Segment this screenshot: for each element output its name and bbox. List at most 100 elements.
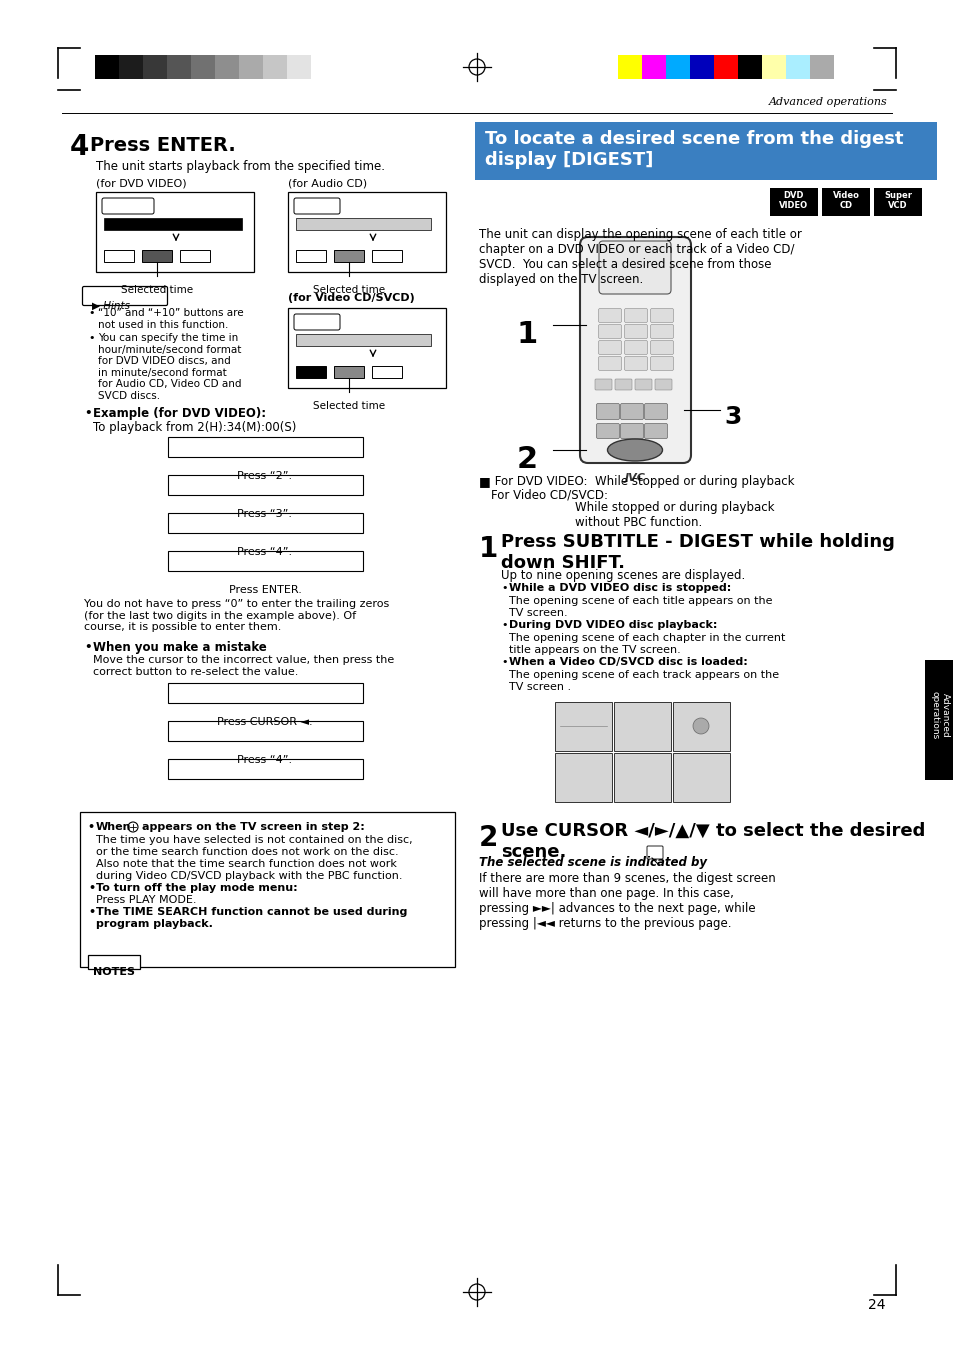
Bar (88, 955, 140, 969)
Text: Move the cursor to the incorrect value, then press the
correct button to re-sele: Move the cursor to the incorrect value, … (92, 655, 394, 677)
Text: Advanced
operations: Advanced operations (929, 690, 948, 739)
Text: •: • (88, 332, 94, 343)
FancyBboxPatch shape (294, 313, 339, 330)
Bar (168, 513, 363, 534)
Bar (214, 55, 239, 78)
FancyBboxPatch shape (624, 357, 647, 370)
FancyBboxPatch shape (598, 340, 620, 354)
Text: The time you have selected is not contained on the disc,
or the time search func: The time you have selected is not contai… (96, 835, 413, 857)
FancyBboxPatch shape (624, 340, 647, 354)
Text: 2: 2 (478, 824, 497, 852)
Text: Use CURSOR ◄/►/▲/▼ to select the desired
scene.: Use CURSOR ◄/►/▲/▼ to select the desired… (500, 821, 924, 861)
Bar (672, 753, 729, 802)
Bar (168, 436, 363, 457)
FancyBboxPatch shape (82, 286, 168, 305)
Bar (96, 192, 253, 272)
Text: Selected time: Selected time (313, 285, 385, 295)
Text: .: . (666, 857, 670, 869)
Bar (168, 721, 363, 740)
Text: •: • (88, 821, 99, 832)
Text: The TIME SEARCH function cannot be used during
program playback.: The TIME SEARCH function cannot be used … (96, 907, 407, 928)
Bar (180, 250, 210, 262)
Text: Press CURSOR ◄.: Press CURSOR ◄. (217, 717, 313, 727)
FancyBboxPatch shape (598, 357, 620, 370)
Bar (689, 55, 713, 78)
FancyBboxPatch shape (619, 423, 643, 439)
Text: Example (for DVD VIDEO):: Example (for DVD VIDEO): (92, 407, 266, 420)
Text: 2: 2 (517, 444, 537, 474)
FancyBboxPatch shape (644, 423, 667, 439)
Bar (334, 250, 364, 262)
Text: Press “4”.: Press “4”. (237, 547, 293, 557)
Text: Up to nine opening scenes are displayed.: Up to nine opening scenes are displayed. (500, 569, 744, 582)
Text: The selected scene is indicated by: The selected scene is indicated by (478, 857, 706, 869)
Text: Press SUBTITLE - DIGEST while holding
down SHIFT.: Press SUBTITLE - DIGEST while holding do… (500, 534, 894, 571)
FancyBboxPatch shape (598, 240, 670, 295)
Text: •: • (500, 584, 507, 593)
Text: NOTES: NOTES (92, 967, 135, 977)
FancyBboxPatch shape (615, 380, 631, 390)
FancyBboxPatch shape (579, 236, 690, 463)
Bar (873, 188, 921, 216)
Text: DVD
VIDEO: DVD VIDEO (779, 190, 808, 211)
Bar (614, 703, 670, 751)
FancyBboxPatch shape (598, 324, 620, 339)
FancyBboxPatch shape (595, 380, 612, 390)
Bar (288, 308, 446, 388)
FancyBboxPatch shape (624, 308, 647, 323)
Text: Video
CD: Video CD (832, 190, 859, 211)
FancyBboxPatch shape (650, 324, 673, 339)
Text: Press ENTER.: Press ENTER. (229, 585, 301, 594)
Bar (287, 55, 311, 78)
Bar (143, 55, 167, 78)
Text: 1: 1 (478, 535, 497, 563)
Bar (295, 334, 431, 346)
Text: ▶ Hints: ▶ Hints (91, 301, 130, 311)
Bar (168, 759, 363, 780)
FancyBboxPatch shape (644, 404, 667, 420)
Text: Selected time: Selected time (313, 401, 385, 411)
Text: •: • (88, 907, 95, 917)
Text: (for Video CD/SVCD): (for Video CD/SVCD) (288, 293, 415, 303)
Bar (168, 551, 363, 571)
FancyBboxPatch shape (646, 846, 662, 859)
Text: Advanced operations: Advanced operations (768, 97, 887, 107)
Text: •: • (88, 884, 95, 893)
Text: Super
VCD: Super VCD (883, 190, 911, 211)
Text: The unit can display the opening scene of each title or
chapter on a DVD VIDEO o: The unit can display the opening scene o… (478, 228, 801, 286)
Bar (295, 218, 431, 230)
Bar (167, 55, 191, 78)
Text: ■: ■ (478, 476, 490, 488)
Bar (924, 661, 953, 780)
Text: JVC: JVC (624, 473, 645, 484)
Ellipse shape (607, 439, 661, 461)
Bar (672, 703, 729, 751)
Text: Press ENTER.: Press ENTER. (90, 136, 235, 155)
Circle shape (692, 717, 708, 734)
Text: (for DVD VIDEO): (for DVD VIDEO) (96, 178, 187, 188)
Text: Press “4”.: Press “4”. (237, 755, 293, 765)
Bar (641, 55, 665, 78)
Text: When you make a mistake: When you make a mistake (92, 640, 267, 654)
Text: “10” and “+10” buttons are
not used in this function.: “10” and “+10” buttons are not used in t… (98, 308, 243, 330)
Text: •: • (88, 308, 94, 317)
Text: 24: 24 (867, 1298, 885, 1312)
Text: The opening scene of each track appears on the
TV screen .: The opening scene of each track appears … (509, 670, 779, 692)
Bar (119, 55, 143, 78)
Bar (142, 250, 172, 262)
Bar (239, 55, 263, 78)
Bar (761, 55, 785, 78)
FancyBboxPatch shape (102, 199, 153, 213)
Text: The unit starts playback from the specified time.: The unit starts playback from the specif… (96, 159, 385, 173)
Text: While stopped or during playback
without PBC function.: While stopped or during playback without… (575, 501, 774, 530)
Text: While a DVD VIDEO disc is stopped:: While a DVD VIDEO disc is stopped: (509, 584, 731, 593)
Bar (713, 55, 738, 78)
Bar (191, 55, 214, 78)
Text: Selected time: Selected time (121, 285, 193, 295)
Bar (263, 55, 287, 78)
Bar (821, 188, 869, 216)
Text: You do not have to press “0” to enter the trailing zeros
(for the last two digit: You do not have to press “0” to enter th… (84, 598, 389, 632)
Text: Press “3”.: Press “3”. (237, 509, 293, 519)
Text: Also note that the time search function does not work
during Video CD/SVCD playb: Also note that the time search function … (96, 859, 402, 881)
FancyBboxPatch shape (596, 404, 618, 420)
